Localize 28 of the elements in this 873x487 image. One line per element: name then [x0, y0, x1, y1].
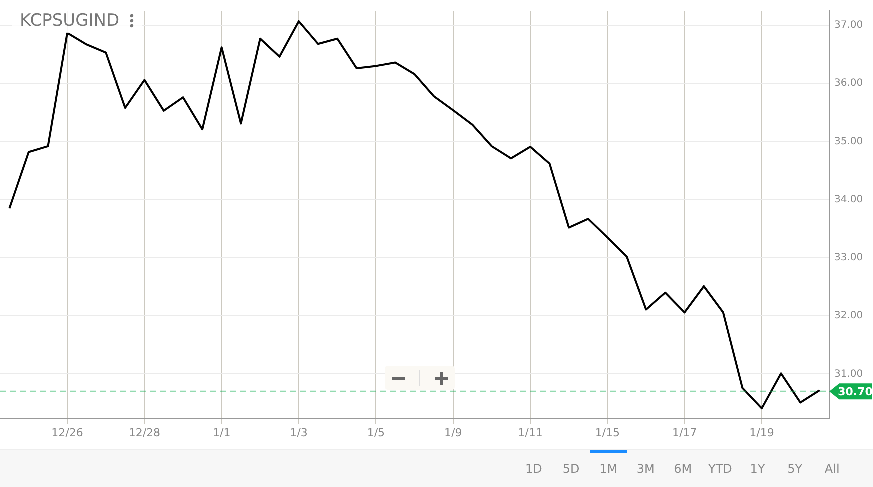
- x-tick-label: 1/5: [367, 426, 386, 440]
- x-tick-label: 1/1: [212, 426, 231, 440]
- text: All: [824, 462, 840, 476]
- text: 5D: [562, 462, 580, 476]
- x-tick-label: 1/9: [444, 426, 462, 440]
- y-tick-label: 33.00: [834, 252, 864, 264]
- y-tick-label: 35.00: [834, 136, 864, 148]
- ref-line-label: 30.70: [838, 386, 873, 399]
- y-tick-label: 34.00: [834, 194, 864, 206]
- x-tick-label: 1/15: [595, 426, 620, 440]
- x-tick-label: 1/19: [750, 426, 774, 440]
- x-tick-label: 12/28: [128, 426, 161, 440]
- chart-title: KCPSUGIND: [20, 11, 120, 31]
- x-tick-label: 12/26: [52, 426, 84, 440]
- text: 1M: [600, 462, 618, 476]
- x-tick-label: 1/11: [518, 426, 543, 440]
- text: 1D: [526, 462, 542, 476]
- y-tick-label: 31.00: [834, 368, 864, 380]
- text: 1Y: [750, 462, 766, 476]
- text: YTD: [708, 462, 732, 476]
- text: 6M: [674, 462, 692, 476]
- y-tick-label: 32.00: [834, 310, 864, 322]
- x-tick-label: 1/17: [672, 426, 698, 440]
- y-tick-label: 36.00: [834, 78, 864, 90]
- text: 3M: [636, 462, 655, 476]
- y-tick-label: 37.00: [834, 20, 864, 32]
- x-tick-label: 1/3: [290, 426, 308, 440]
- text: 5Y: [788, 462, 803, 476]
